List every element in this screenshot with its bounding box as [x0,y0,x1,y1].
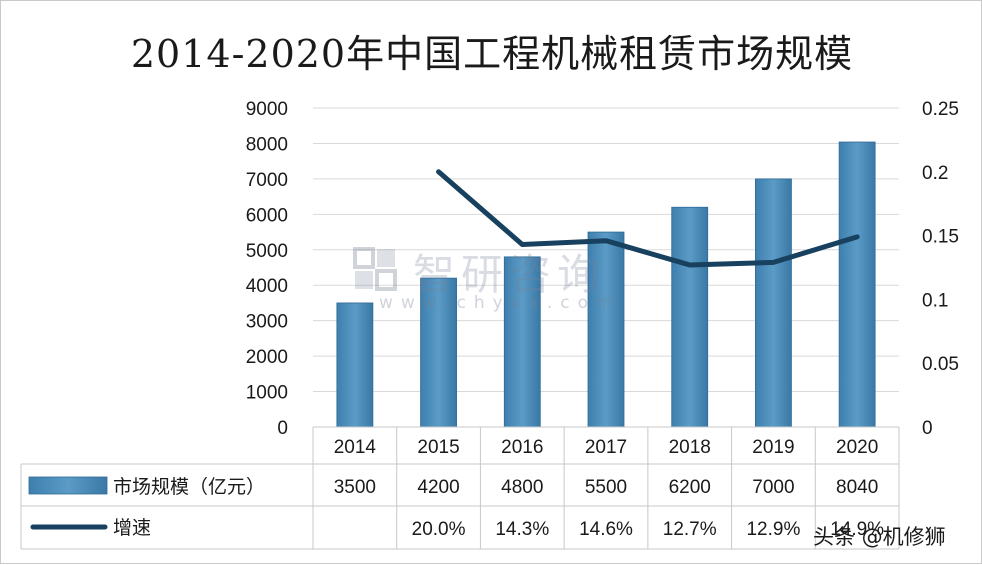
left-axis-ticks: 0 1000 2000 3000 4000 5000 6000 7000 8000 9000 [246,99,288,439]
x-axis-tick-label: 2015 [417,437,459,458]
x-axis-tick-label: 2017 [585,437,627,458]
growth-value-label: 14.9% [830,519,884,540]
bar-value-label: 3500 [334,477,376,498]
bar-2016 [503,256,541,428]
left-axis-tick-label: 4000 [246,276,288,297]
right-axis-tick-label: 0.2 [922,163,948,184]
bar-series [336,141,876,428]
growth-value-label: 14.6% [579,519,633,540]
growth-line-series [436,169,860,268]
x-axis-tick-label: 2020 [836,437,878,458]
chyxx-logo-icon [353,247,397,291]
left-axis-tick-label: 3000 [246,312,288,333]
x-axis-tick-label: 2019 [752,437,794,458]
left-axis-tick-label: 6000 [246,205,288,226]
left-axis-tick-label: 1000 [246,383,288,404]
growth-value-label: 12.7% [663,519,717,540]
legend-bar-swatch [28,476,108,495]
bar-2018 [671,206,709,428]
left-axis-tick-label: 7000 [246,170,288,191]
source-tag: 头条 @机修狮 [813,525,946,549]
right-axis-tick-label: 0 [922,418,933,439]
growth-value-label: 12.9% [746,519,800,540]
bar-value-label: 7000 [752,477,794,498]
bar-value-label: 6200 [669,477,711,498]
growth-value-label: 20.0% [412,519,466,540]
right-axis-tick-label: 0.05 [922,354,959,375]
legend-bar-label: 市场规模（亿元） [113,476,265,498]
bar-value-label: 5500 [585,477,627,498]
left-axis-tick-label: 0 [277,418,288,439]
left-axis-tick-label: 5000 [246,241,288,262]
data-table: 2014 2015 2016 2017 2018 2019 2020 市场规模（亿元） 增速 35… [20,426,900,550]
bar-2017 [587,231,625,428]
right-axis-tick-label: 0.15 [922,227,959,248]
right-axis-tick-label: 0.1 [922,290,948,311]
bar-2019 [755,178,792,428]
left-axis-tick-label: 8000 [246,134,288,155]
legend-line-label: 增速 [113,517,151,539]
watermark-name: 智研咨询 [413,250,606,299]
right-axis-tick-label: 0.25 [922,99,959,120]
watermark-url: www.chyxx.com [379,293,621,313]
bar-value-label: 8040 [836,477,878,498]
bar-2015 [420,277,457,428]
x-axis-tick-label: 2018 [669,437,711,458]
left-axis-tick-label: 2000 [246,347,288,368]
growth-value-label: 14.3% [495,519,549,540]
x-axis-tick-label: 2014 [334,437,377,458]
bar-2014 [336,302,374,428]
bar-2020 [838,141,876,428]
bar-value-label: 4800 [501,477,543,498]
x-axis-tick-label: 2016 [501,437,543,458]
growth-line [436,169,860,268]
bar-value-label: 4200 [417,477,459,498]
chart-title: 2014-2020年中国工程机械租赁市场规模 [130,32,854,76]
left-axis-tick-label: 9000 [246,99,288,120]
right-axis-ticks: 0 0.05 0.1 0.15 0.2 0.25 [922,99,959,439]
